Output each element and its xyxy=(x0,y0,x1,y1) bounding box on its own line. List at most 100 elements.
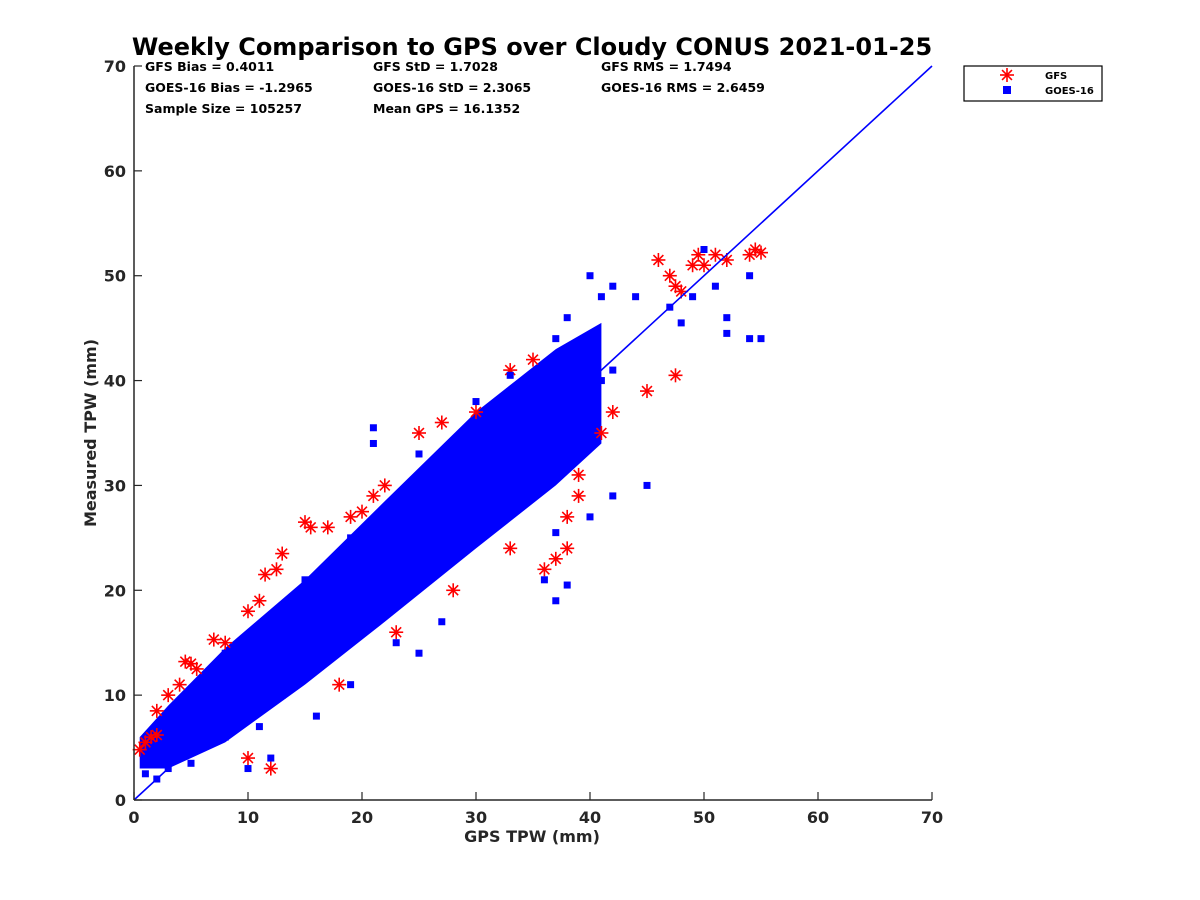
stat-gfs-rms: GFS RMS = 1.7494 xyxy=(601,59,732,74)
goes16-point xyxy=(575,419,583,427)
gfs-point xyxy=(275,546,290,561)
goes16-point xyxy=(472,492,480,500)
gfs-point xyxy=(754,245,768,260)
legend-gfs-marker xyxy=(1000,68,1014,82)
statistics-panel: GFS Bias = 0.4011 GFS StD = 1.7028 GFS R… xyxy=(145,59,765,116)
goes16-point xyxy=(677,319,685,327)
goes16-point xyxy=(597,293,605,301)
gfs-point xyxy=(560,541,575,556)
stat-goes-std: GOES-16 StD = 2.3065 xyxy=(373,80,531,95)
gfs-point xyxy=(697,258,711,273)
goes16-point xyxy=(483,502,491,510)
goes16-point xyxy=(529,460,537,468)
goes16-point xyxy=(164,749,172,757)
goes16-point xyxy=(449,513,457,521)
goes16-point xyxy=(392,586,400,594)
y-tick-label: 40 xyxy=(104,372,126,391)
goes16-point xyxy=(255,628,263,636)
gfs-point xyxy=(355,504,369,519)
scatter-points xyxy=(132,65,933,801)
goes16-point xyxy=(643,481,651,489)
goes16-point xyxy=(552,597,560,605)
y-axis-label: Measured TPW (mm) xyxy=(81,339,100,527)
goes16-point xyxy=(461,523,469,531)
goes16-point xyxy=(597,377,605,385)
y-tick-label: 60 xyxy=(104,162,126,181)
goes16-point xyxy=(552,529,560,537)
legend-label-goes16: GOES-16 xyxy=(1045,86,1094,97)
goes16-point xyxy=(198,717,206,725)
gfs-point xyxy=(571,467,586,482)
legend-goes16-square-icon xyxy=(1003,86,1011,94)
goes16-point xyxy=(301,576,309,584)
gfs-point xyxy=(691,247,706,262)
gfs-point xyxy=(708,247,723,262)
gfs-point xyxy=(469,405,483,420)
gfs-point xyxy=(332,677,347,692)
gfs-point xyxy=(640,384,654,399)
one-to-one-line xyxy=(133,65,933,801)
gfs-point xyxy=(594,426,609,440)
goes16-point xyxy=(438,618,446,626)
goes16-point xyxy=(369,439,377,447)
goes16-point xyxy=(335,639,343,647)
gfs-point xyxy=(366,488,381,503)
goes16-point xyxy=(290,660,298,668)
goes16-point xyxy=(392,639,400,647)
x-tick-label: 30 xyxy=(465,808,487,827)
y-tick-label: 30 xyxy=(104,476,126,495)
gfs-point xyxy=(161,688,176,703)
gfs-point xyxy=(258,567,273,582)
gfs-point xyxy=(218,635,233,650)
y-tick-label: 50 xyxy=(104,267,126,286)
gfs-point xyxy=(748,242,763,257)
stat-gfs-std: GFS StD = 1.7028 xyxy=(373,59,498,74)
gfs-point xyxy=(172,677,187,692)
gfs-point xyxy=(503,541,518,556)
goes16-point xyxy=(369,618,377,626)
goes16-point xyxy=(324,628,332,636)
goes16-point xyxy=(301,670,309,678)
gfs-point xyxy=(605,405,620,420)
gfs-point xyxy=(149,703,164,718)
gfs-point xyxy=(149,727,164,742)
goes16-point xyxy=(369,424,377,432)
gfs-point xyxy=(537,562,552,577)
gfs-point xyxy=(189,661,204,676)
x-axis-label: GPS TPW (mm) xyxy=(464,827,600,846)
goes16-point xyxy=(518,450,526,458)
gfs-point xyxy=(662,268,677,283)
goes16-point xyxy=(244,765,252,773)
goes16-point xyxy=(746,335,754,343)
goes16-point xyxy=(586,272,594,280)
gfs-point xyxy=(132,742,147,757)
goes16-point xyxy=(221,733,229,741)
goes16-point xyxy=(540,429,548,437)
goes16-point xyxy=(415,565,423,573)
gfs-point xyxy=(668,368,683,383)
stat-goes-rms: GOES-16 RMS = 2.6459 xyxy=(601,80,765,95)
goes16-point xyxy=(415,649,423,657)
goes16-point xyxy=(586,513,594,521)
gfs-point xyxy=(303,520,318,535)
axes: 0 10 20 30 40 50 60 70 0 10 20 30 40 50 60 70 xyxy=(104,57,943,827)
x-tick-label: 70 xyxy=(921,808,943,827)
goes16-point xyxy=(632,293,640,301)
gfs-point xyxy=(571,488,586,503)
stat-sample-size: Sample Size = 105257 xyxy=(145,101,302,116)
goes16-point xyxy=(563,314,571,322)
gfs-point xyxy=(343,509,358,524)
goes16-point xyxy=(563,581,571,589)
goes16-point xyxy=(244,712,252,720)
gfs-point xyxy=(320,520,335,535)
goes16-point xyxy=(198,744,206,752)
goes16-point xyxy=(187,759,195,767)
stat-gfs-bias: GFS Bias = 0.4011 xyxy=(145,59,274,74)
goes16-point-cloud xyxy=(139,322,602,769)
legend: GFS GOES-16 xyxy=(963,65,1103,102)
y-tick-label: 20 xyxy=(104,581,126,600)
y-tick-label: 0 xyxy=(115,791,126,810)
scatter-density-band xyxy=(139,322,602,769)
goes16-point xyxy=(689,293,697,301)
goes16-point xyxy=(552,335,560,343)
